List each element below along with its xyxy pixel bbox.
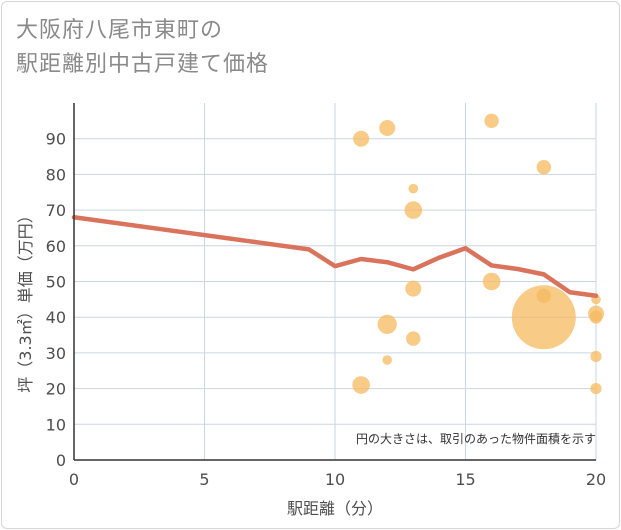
y-axis-title: 坪（3.3㎡）単価（万円） xyxy=(16,207,35,392)
bubble-point xyxy=(536,160,551,175)
bubble-point xyxy=(484,113,499,129)
trend-line xyxy=(71,214,599,299)
y-tick-label: 90 xyxy=(46,130,66,149)
bubble-point xyxy=(511,285,576,350)
x-tick-label: 0 xyxy=(69,470,79,489)
x-tick-label: 5 xyxy=(199,470,209,489)
bubble-point xyxy=(590,383,602,395)
y-tick-label: 80 xyxy=(46,165,66,184)
x-axis-title: 駅距離（分） xyxy=(287,499,383,518)
y-tick-label: 0 xyxy=(56,451,66,470)
bubble-point xyxy=(382,355,393,365)
bubble-point xyxy=(590,350,602,363)
bubble-point xyxy=(589,310,603,324)
y-tick-label: 60 xyxy=(46,237,66,256)
chart-title: 大阪府八尾市東町の 駅距離別中古戸建て価格 xyxy=(16,14,269,82)
chart-title-line-1: 大阪府八尾市東町の xyxy=(16,18,224,43)
bubble-size-note: 円の大きさは、取引のあった物件面積を示す xyxy=(356,431,596,446)
bubble-point xyxy=(482,272,501,291)
x-tick-label: 15 xyxy=(455,470,475,489)
bubble-point xyxy=(404,201,423,219)
bubble-point xyxy=(408,183,419,194)
y-tick-label: 10 xyxy=(46,415,66,434)
y-tick-label: 30 xyxy=(46,344,66,363)
x-tick-label: 10 xyxy=(325,470,345,489)
grid-lines xyxy=(74,103,597,460)
axes: 0 10 20 30 40 50 60 70 80 90 0 5 10 15 20 xyxy=(46,103,606,489)
y-tick-label: 70 xyxy=(46,201,66,220)
bubble-point xyxy=(352,376,370,394)
y-tick-label: 40 xyxy=(46,308,66,327)
x-tick-label: 20 xyxy=(586,470,606,489)
bubble-point xyxy=(379,119,396,136)
bubble-point xyxy=(353,130,370,147)
bubbles xyxy=(352,113,604,395)
bubble-point xyxy=(405,280,422,297)
bubble-point xyxy=(406,331,421,346)
chart-title-line-2: 駅距離別中古戸建て価格 xyxy=(16,52,270,77)
bubble-point xyxy=(377,314,397,334)
y-tick-label: 20 xyxy=(46,380,66,399)
trend-line-layer xyxy=(71,214,599,299)
y-tick-label: 50 xyxy=(46,273,66,292)
